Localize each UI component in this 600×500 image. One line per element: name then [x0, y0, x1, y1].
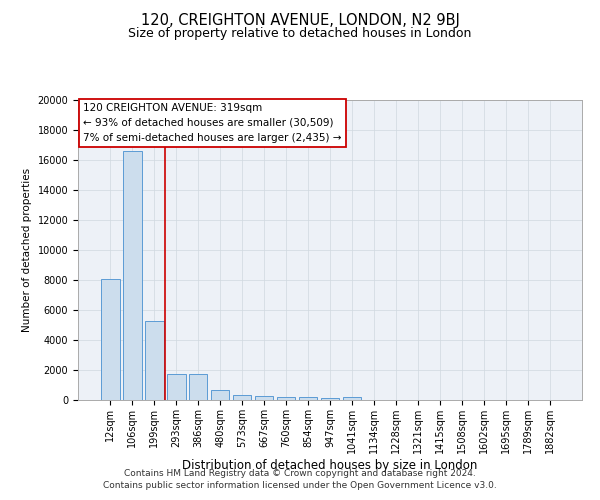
Y-axis label: Number of detached properties: Number of detached properties [22, 168, 32, 332]
X-axis label: Distribution of detached houses by size in London: Distribution of detached houses by size … [182, 458, 478, 471]
Bar [255, 396, 274, 400]
Bar [123, 151, 142, 400]
Bar [277, 396, 295, 400]
Bar [189, 374, 208, 400]
Bar [343, 397, 361, 400]
Bar [101, 278, 119, 400]
Text: Size of property relative to detached houses in London: Size of property relative to detached ho… [128, 28, 472, 40]
Bar [211, 390, 229, 400]
Bar [299, 398, 317, 400]
Bar [320, 398, 340, 400]
Text: Contains HM Land Registry data © Crown copyright and database right 2024.
Contai: Contains HM Land Registry data © Crown c… [103, 468, 497, 490]
Bar [167, 374, 185, 400]
Text: 120 CREIGHTON AVENUE: 319sqm
← 93% of detached houses are smaller (30,509)
7% of: 120 CREIGHTON AVENUE: 319sqm ← 93% of de… [83, 103, 341, 142]
Text: 120, CREIGHTON AVENUE, LONDON, N2 9BJ: 120, CREIGHTON AVENUE, LONDON, N2 9BJ [140, 12, 460, 28]
Bar [233, 395, 251, 400]
Bar [145, 320, 164, 400]
